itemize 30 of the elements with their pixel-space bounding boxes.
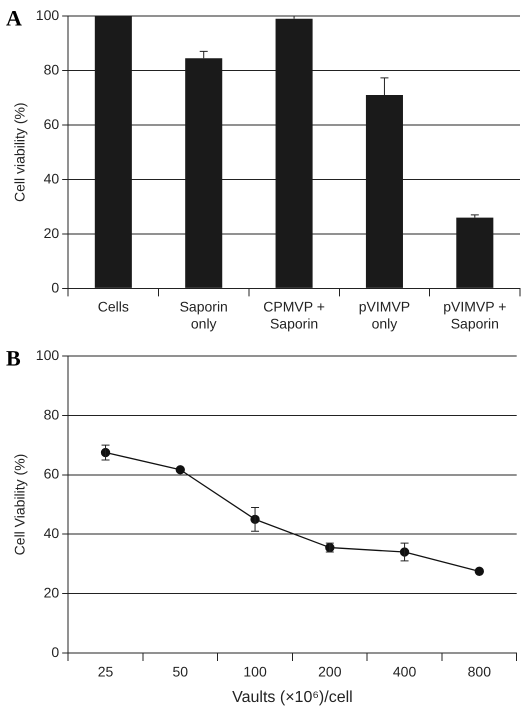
chart-title: A bbox=[6, 6, 22, 31]
point bbox=[176, 465, 185, 474]
x-tick-label: pVIMVP + Saporin bbox=[443, 298, 506, 332]
x-tick-label: 200 bbox=[318, 663, 342, 680]
x-axis-title: Vaults (×10⁶)/cell bbox=[232, 688, 353, 706]
y-tick-label: 100 bbox=[36, 6, 60, 23]
x-tick-label: Cells bbox=[98, 298, 129, 315]
x-tick-label: 50 bbox=[172, 663, 188, 680]
x-tick-label: 800 bbox=[468, 663, 492, 680]
x-tick-label: pVIMVP only bbox=[358, 298, 410, 332]
y-tick-label: 0 bbox=[51, 279, 60, 296]
y-tick-label: 0 bbox=[51, 644, 60, 660]
point bbox=[474, 566, 484, 576]
y-tick-label: 80 bbox=[44, 406, 60, 422]
y-tick-label: 40 bbox=[44, 170, 60, 186]
x-tick-label: 25 bbox=[98, 663, 114, 680]
y-tick-label: 80 bbox=[44, 61, 60, 78]
y-tick-label: 60 bbox=[44, 466, 60, 482]
y-tick-label: 20 bbox=[44, 584, 60, 600]
y-tick-label: 60 bbox=[44, 116, 60, 132]
y-tick-label: 20 bbox=[44, 224, 60, 241]
y-tick-label: 40 bbox=[44, 525, 60, 542]
x-tick-label: 400 bbox=[392, 663, 416, 680]
x-tick-label: Saporin only bbox=[180, 298, 228, 332]
x-tick-label: CPMVP + Saporin bbox=[263, 298, 325, 332]
x-tick-label: 100 bbox=[243, 663, 267, 680]
chart-title: B bbox=[6, 346, 21, 371]
y-axis-title: Cell Viability (%) bbox=[11, 454, 28, 556]
y-tick-label: 100 bbox=[36, 346, 60, 363]
y-axis-title: Cell viability (%) bbox=[11, 102, 28, 202]
